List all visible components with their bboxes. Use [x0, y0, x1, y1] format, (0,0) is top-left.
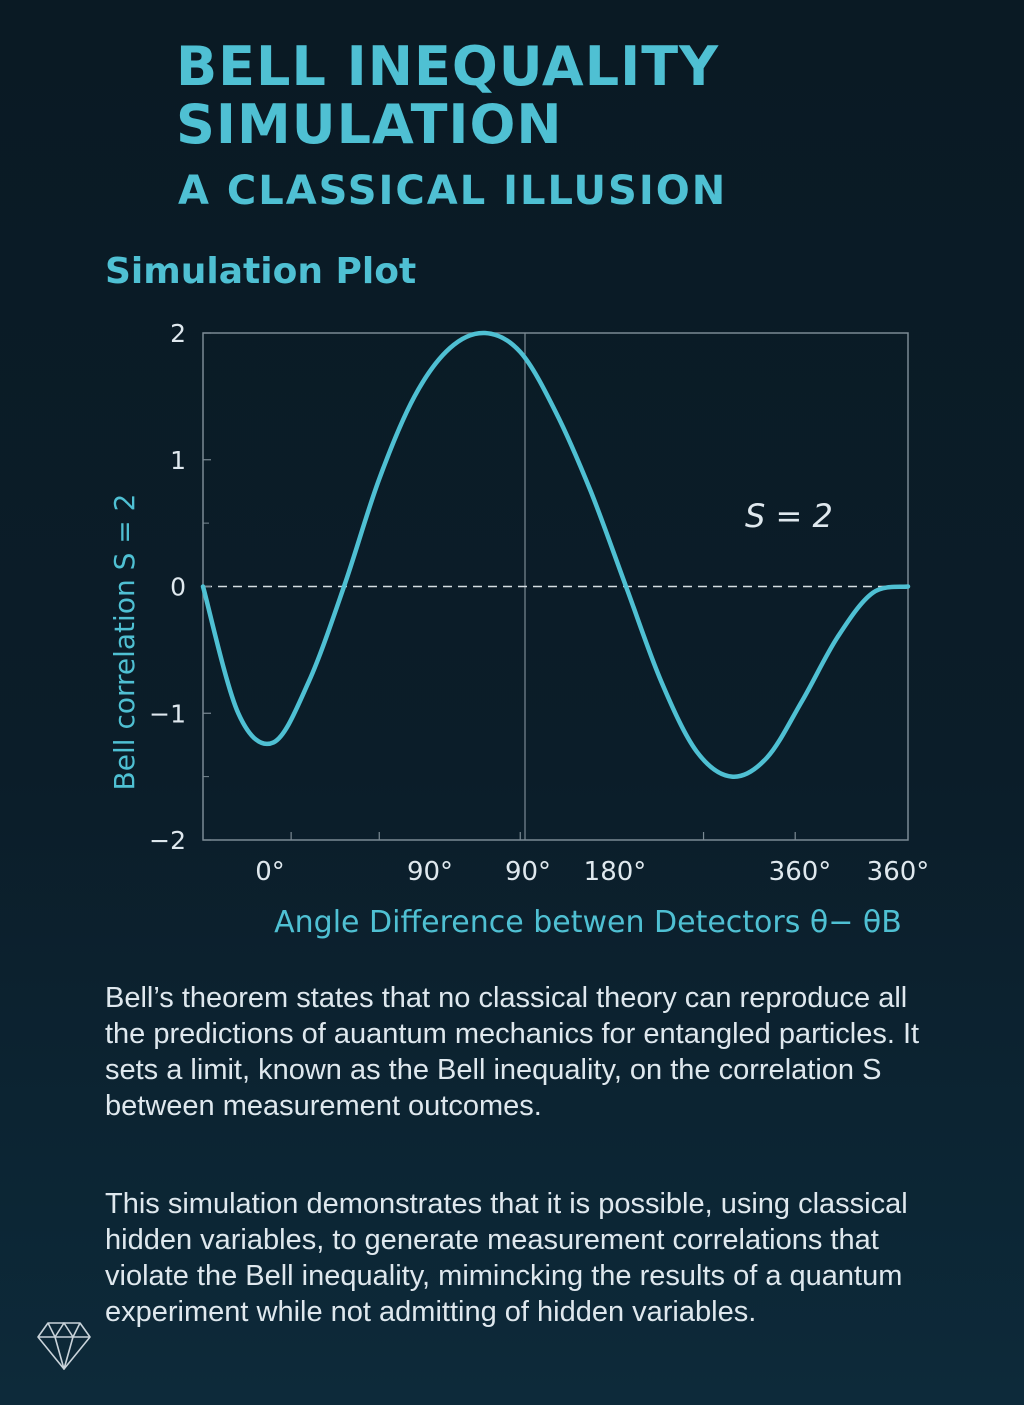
x-tick-label: 0° — [255, 857, 285, 887]
x-tick-label: 90° — [407, 857, 453, 887]
x-tick-label: 180° — [584, 857, 647, 887]
diamond-icon — [37, 1322, 91, 1370]
y-axis-title: Bell correlation S = 2 — [108, 494, 141, 791]
bell-correlation-chart: 2 1 0 −1 −2 0° 90° 90° 180° 360° 360° S = 2 Angle D… — [108, 319, 930, 940]
y-tick-label: 0 — [170, 573, 186, 602]
paragraph-bell-theorem: Bell’s theorem states that no classical … — [105, 982, 920, 1122]
y-tick-label: −1 — [149, 699, 186, 728]
y-tick-label: −2 — [149, 826, 186, 855]
correlation-curve — [200, 330, 911, 779]
y-tick-label: 1 — [170, 446, 186, 475]
paragraph-simulation: This simulation demonstrates that it is … — [105, 1188, 908, 1328]
page-subtitle: A CLASSICAL ILLUSION — [178, 168, 728, 214]
y-tick-label: 2 — [170, 319, 186, 348]
x-tick-label: 90° — [505, 857, 551, 887]
x-axis-title: Angle Difference betwen Detectors θ− θB — [274, 905, 902, 940]
annotation-label: S = 2 — [745, 497, 833, 535]
page-title: BELL INEQUALITY SIMULATION — [176, 35, 720, 156]
x-tick-label: 360° — [769, 857, 832, 887]
x-tick-label: 360° — [867, 857, 930, 887]
section-title: Simulation Plot — [105, 251, 417, 292]
